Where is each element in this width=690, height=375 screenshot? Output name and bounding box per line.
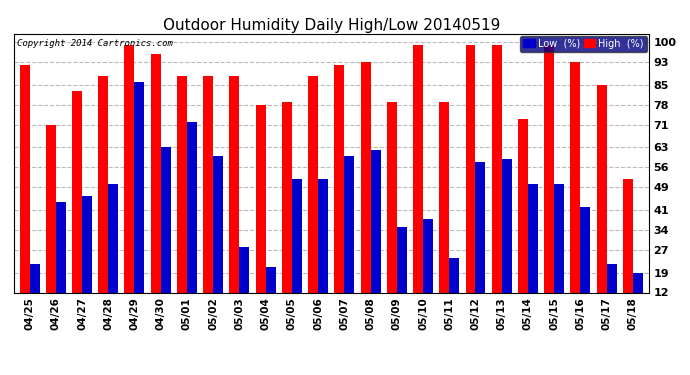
Bar (623, 179, 633, 292)
Bar (292, 179, 302, 292)
Bar (544, 45, 554, 292)
Bar (475, 162, 486, 292)
Bar (203, 76, 213, 292)
Bar (387, 102, 397, 292)
Bar (361, 62, 371, 292)
Bar (397, 227, 406, 292)
Bar (371, 150, 380, 292)
Bar (597, 85, 607, 292)
Bar (607, 264, 617, 292)
Bar (108, 184, 118, 292)
Bar (82, 196, 92, 292)
Bar (256, 105, 266, 292)
Bar (518, 119, 528, 292)
Bar (98, 76, 108, 292)
Bar (150, 54, 161, 292)
Bar (335, 65, 344, 292)
Bar (19, 65, 30, 292)
Bar (229, 76, 239, 292)
Bar (239, 247, 249, 292)
Title: Outdoor Humidity Daily High/Low 20140519: Outdoor Humidity Daily High/Low 20140519 (163, 18, 500, 33)
Bar (213, 156, 223, 292)
Bar (46, 125, 56, 292)
Bar (318, 179, 328, 292)
Bar (440, 102, 449, 292)
Legend: Low  (%), High  (%): Low (%), High (%) (520, 36, 647, 51)
Bar (72, 91, 82, 292)
Bar (161, 147, 170, 292)
Bar (633, 273, 643, 292)
Bar (266, 267, 275, 292)
Bar (413, 45, 423, 292)
Bar (135, 82, 144, 292)
Bar (423, 219, 433, 292)
Bar (344, 156, 354, 292)
Bar (282, 102, 292, 292)
Bar (187, 122, 197, 292)
Bar (449, 258, 460, 292)
Bar (554, 184, 564, 292)
Bar (492, 45, 502, 292)
Bar (528, 184, 538, 292)
Bar (571, 62, 580, 292)
Bar (502, 159, 512, 292)
Bar (177, 76, 187, 292)
Bar (124, 45, 135, 292)
Bar (580, 207, 591, 292)
Bar (308, 76, 318, 292)
Bar (466, 45, 475, 292)
Text: Copyright 2014 Cartronics.com: Copyright 2014 Cartronics.com (17, 39, 173, 48)
Bar (30, 264, 39, 292)
Bar (56, 201, 66, 292)
